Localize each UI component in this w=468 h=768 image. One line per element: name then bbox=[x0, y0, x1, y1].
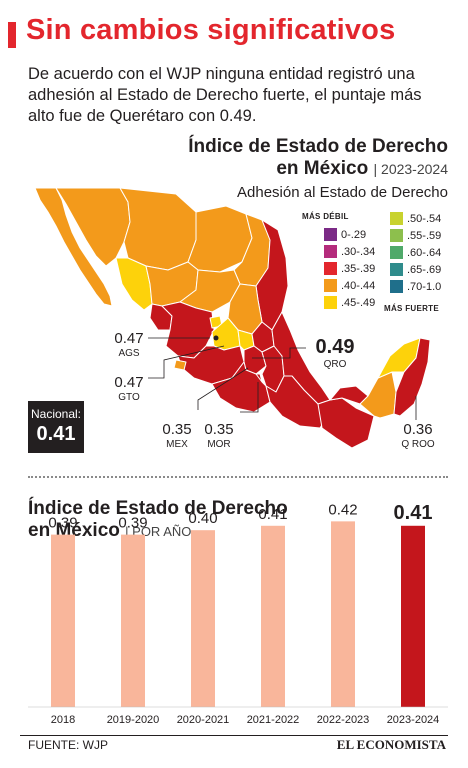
callout-line-mex bbox=[197, 367, 249, 410]
callout-line-qro bbox=[252, 347, 306, 359]
callout-line-mor bbox=[240, 382, 259, 413]
legend-item: .65-.69 bbox=[390, 263, 441, 276]
x-tick-label: 2023-2024 bbox=[387, 714, 440, 726]
callout-state: QRO bbox=[323, 359, 347, 370]
callout-mor: 0.35 MOR bbox=[202, 421, 236, 452]
legend-label: .50-.54 bbox=[407, 212, 442, 225]
legend-label: 0-.29 bbox=[341, 228, 367, 241]
bar-value-label: 0.39 bbox=[118, 515, 147, 532]
legend-item: .45-.49 bbox=[324, 296, 375, 309]
national-badge: Nacional: 0.41 bbox=[28, 401, 84, 453]
callout-state: MEX bbox=[166, 439, 188, 450]
x-tick-label: 2020-2021 bbox=[177, 714, 230, 726]
legend-swatch bbox=[324, 262, 337, 275]
legend-strong-label: MÁS FUERTE bbox=[384, 304, 439, 313]
brand-logo: EL ECONOMISTA bbox=[336, 737, 446, 752]
legend-swatch bbox=[324, 245, 337, 258]
bar-2019-2020 bbox=[121, 534, 145, 707]
map-region-colima bbox=[173, 359, 187, 371]
legend-label: .55-.59 bbox=[407, 229, 442, 242]
callout-line-gto bbox=[148, 345, 225, 379]
bar-value-label: 0.42 bbox=[328, 501, 357, 518]
map-region-coahuila bbox=[187, 205, 253, 273]
callout-value: 0.35 bbox=[204, 421, 234, 438]
map-region-quintana-roo bbox=[393, 337, 431, 417]
map-region-oaxaca bbox=[265, 375, 331, 429]
bar-2023-2024 bbox=[401, 525, 425, 707]
legend-swatch bbox=[324, 296, 337, 309]
bar-2020-2021 bbox=[191, 530, 215, 707]
legend-label: .35-.39 bbox=[341, 262, 376, 275]
legend-label: .70-1.0 bbox=[407, 280, 442, 293]
x-tick-label: 2018 bbox=[51, 714, 75, 726]
x-tick-label: 2021-2022 bbox=[247, 714, 300, 726]
map-title-period: | 2023-2024 bbox=[373, 161, 448, 177]
legend-item: .30-.34 bbox=[324, 245, 375, 258]
legend-weak-label: MÁS DÉBIL bbox=[302, 212, 349, 221]
legend-label: .45-.49 bbox=[341, 296, 376, 309]
callout-mex: 0.35 MEX bbox=[160, 421, 194, 452]
callout-gto: 0.47 GTO bbox=[112, 374, 146, 405]
national-label: Nacional: bbox=[30, 407, 82, 421]
legend-item: .55-.59 bbox=[390, 229, 441, 242]
bar-2022-2023 bbox=[331, 521, 355, 707]
legend-label: .60-.64 bbox=[407, 246, 442, 259]
headline-accent-bar bbox=[8, 22, 16, 48]
callout-qro: 0.49 QRO bbox=[312, 336, 358, 372]
source-note: FUENTE: WJP bbox=[28, 738, 108, 752]
callout-qroo: 0.36 Q ROO bbox=[398, 421, 438, 452]
map-region-michoacan bbox=[177, 345, 245, 385]
bar-value-label: 0.41 bbox=[394, 502, 433, 524]
x-tick-label: 2022-2023 bbox=[317, 714, 370, 726]
legend-swatch bbox=[390, 280, 403, 293]
legend-label: .30-.34 bbox=[341, 245, 376, 258]
callout-value: 0.35 bbox=[162, 421, 192, 438]
legend-swatch bbox=[390, 212, 403, 225]
bar-2018 bbox=[51, 534, 75, 707]
map-title: Índice de Estado de Derecho en México | … bbox=[188, 136, 448, 180]
headline: Sin cambios significativos bbox=[26, 14, 396, 46]
legend-swatch bbox=[390, 229, 403, 242]
national-value: 0.41 bbox=[36, 423, 76, 445]
bar-value-label: 0.40 bbox=[188, 510, 217, 527]
section-divider bbox=[28, 476, 448, 478]
legend-item: 0-.29 bbox=[324, 228, 366, 241]
legend-label: .65-.69 bbox=[407, 263, 442, 276]
map-title-line2: en México bbox=[276, 158, 369, 179]
callout-dot-ags bbox=[213, 335, 219, 341]
chart-title-line1: Índice de Estado de Derecho bbox=[28, 498, 288, 519]
legend-label: .40-.44 bbox=[341, 279, 376, 292]
callout-state: Q ROO bbox=[401, 439, 435, 450]
bar-2021-2022 bbox=[261, 525, 285, 707]
legend-item: .50-.54 bbox=[390, 212, 441, 225]
map-title-line1: Índice de Estado de Derecho bbox=[188, 136, 448, 157]
map-subtitle: Adhesión al Estado de Derecho bbox=[237, 184, 448, 201]
callout-state: MOR bbox=[207, 439, 231, 450]
bar-value-label: 0.39 bbox=[48, 515, 77, 532]
callout-value: 0.36 bbox=[403, 421, 433, 438]
legend-swatch bbox=[390, 263, 403, 276]
callout-value: 0.47 bbox=[114, 374, 144, 391]
callout-state: GTO bbox=[118, 392, 140, 403]
legend-item: .70-1.0 bbox=[390, 280, 441, 293]
bar-value-label: 0.41 bbox=[258, 506, 287, 523]
legend-swatch bbox=[324, 279, 337, 292]
callout-ags: 0.47 AGS bbox=[112, 330, 146, 361]
callout-value: 0.49 bbox=[315, 336, 355, 358]
map-region-baja-california bbox=[34, 187, 113, 307]
map-region-zacatecas bbox=[179, 269, 241, 313]
x-tick-label: 2019-2020 bbox=[107, 714, 160, 726]
callout-value: 0.47 bbox=[114, 330, 144, 347]
footer-rule bbox=[20, 735, 448, 736]
map-region-guerrero bbox=[211, 361, 271, 413]
legend-item: .35-.39 bbox=[324, 262, 375, 275]
legend-item: .40-.44 bbox=[324, 279, 375, 292]
legend-swatch bbox=[390, 246, 403, 259]
mexico-choropleth-map bbox=[34, 187, 431, 449]
legend-swatch bbox=[324, 228, 337, 241]
callout-state: AGS bbox=[118, 348, 140, 359]
legend-item: .60-.64 bbox=[390, 246, 441, 259]
intro-text: De acuerdo con el WJP ninguna entidad re… bbox=[28, 65, 422, 125]
